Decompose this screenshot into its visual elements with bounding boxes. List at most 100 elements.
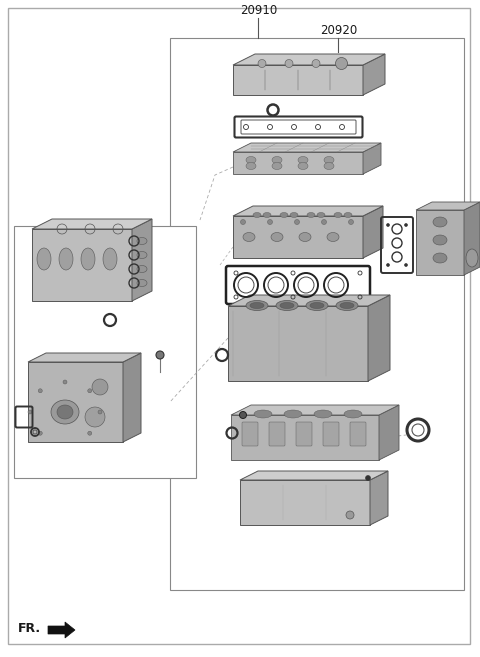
Circle shape — [386, 223, 389, 227]
Ellipse shape — [433, 235, 447, 245]
Ellipse shape — [271, 233, 283, 242]
Circle shape — [240, 411, 247, 419]
Ellipse shape — [280, 212, 288, 217]
Ellipse shape — [336, 300, 358, 311]
Polygon shape — [233, 152, 363, 174]
Ellipse shape — [137, 237, 147, 244]
Polygon shape — [416, 210, 464, 275]
Circle shape — [339, 60, 347, 68]
Polygon shape — [231, 405, 399, 415]
Ellipse shape — [253, 212, 261, 217]
Ellipse shape — [246, 156, 256, 164]
FancyBboxPatch shape — [170, 38, 464, 590]
Polygon shape — [464, 202, 480, 275]
Polygon shape — [228, 306, 368, 381]
Circle shape — [156, 351, 164, 359]
Ellipse shape — [51, 400, 79, 424]
FancyBboxPatch shape — [350, 422, 366, 446]
Text: 20910: 20910 — [240, 4, 277, 17]
Ellipse shape — [137, 279, 147, 286]
Circle shape — [98, 410, 102, 414]
Circle shape — [339, 124, 345, 129]
Ellipse shape — [137, 252, 147, 258]
Circle shape — [285, 60, 293, 68]
Ellipse shape — [137, 265, 147, 273]
Circle shape — [240, 219, 245, 225]
Polygon shape — [368, 295, 390, 381]
Ellipse shape — [254, 410, 272, 418]
Ellipse shape — [327, 233, 339, 242]
FancyBboxPatch shape — [14, 226, 196, 478]
Circle shape — [336, 58, 348, 70]
Polygon shape — [363, 143, 381, 174]
Polygon shape — [132, 219, 152, 301]
Ellipse shape — [310, 302, 324, 309]
Circle shape — [348, 219, 353, 225]
Polygon shape — [363, 54, 385, 95]
Polygon shape — [233, 54, 385, 65]
Ellipse shape — [263, 212, 271, 217]
Ellipse shape — [276, 300, 298, 311]
Ellipse shape — [37, 248, 51, 270]
Circle shape — [267, 219, 273, 225]
Circle shape — [312, 60, 320, 68]
Circle shape — [88, 431, 92, 435]
Ellipse shape — [57, 405, 73, 419]
Circle shape — [315, 124, 321, 129]
Ellipse shape — [280, 302, 294, 309]
Polygon shape — [233, 206, 383, 216]
Polygon shape — [363, 206, 383, 258]
Polygon shape — [233, 216, 363, 258]
Polygon shape — [370, 471, 388, 525]
Polygon shape — [228, 295, 390, 306]
Ellipse shape — [250, 302, 264, 309]
Ellipse shape — [324, 156, 334, 164]
FancyBboxPatch shape — [269, 422, 285, 446]
Ellipse shape — [298, 156, 308, 164]
Ellipse shape — [290, 212, 298, 217]
Circle shape — [291, 124, 297, 129]
Ellipse shape — [59, 248, 73, 270]
Circle shape — [295, 219, 300, 225]
Circle shape — [386, 263, 389, 267]
Text: FR.: FR. — [18, 622, 41, 635]
Circle shape — [63, 380, 67, 384]
Ellipse shape — [466, 249, 478, 267]
Circle shape — [88, 389, 92, 393]
Ellipse shape — [340, 302, 354, 309]
Polygon shape — [123, 353, 141, 442]
Circle shape — [365, 476, 371, 480]
Ellipse shape — [81, 248, 95, 270]
Ellipse shape — [324, 162, 334, 170]
Circle shape — [322, 219, 326, 225]
Polygon shape — [48, 622, 75, 638]
Ellipse shape — [433, 253, 447, 263]
Ellipse shape — [317, 212, 325, 217]
Ellipse shape — [306, 300, 328, 311]
Ellipse shape — [243, 233, 255, 242]
Ellipse shape — [272, 162, 282, 170]
Polygon shape — [28, 353, 141, 362]
Polygon shape — [379, 405, 399, 460]
Ellipse shape — [299, 233, 311, 242]
Ellipse shape — [246, 162, 256, 170]
Ellipse shape — [272, 156, 282, 164]
Ellipse shape — [433, 217, 447, 227]
Circle shape — [243, 124, 249, 129]
FancyBboxPatch shape — [323, 422, 339, 446]
Circle shape — [38, 431, 42, 435]
Polygon shape — [416, 202, 480, 210]
FancyBboxPatch shape — [8, 8, 470, 644]
Ellipse shape — [334, 212, 342, 217]
Ellipse shape — [246, 300, 268, 311]
Polygon shape — [240, 480, 370, 525]
Polygon shape — [32, 229, 132, 301]
FancyBboxPatch shape — [242, 422, 258, 446]
Polygon shape — [32, 219, 152, 229]
Polygon shape — [231, 415, 379, 460]
Polygon shape — [233, 65, 363, 95]
Circle shape — [38, 389, 42, 393]
Text: 20920: 20920 — [320, 24, 357, 37]
Polygon shape — [233, 143, 381, 152]
Ellipse shape — [344, 410, 362, 418]
